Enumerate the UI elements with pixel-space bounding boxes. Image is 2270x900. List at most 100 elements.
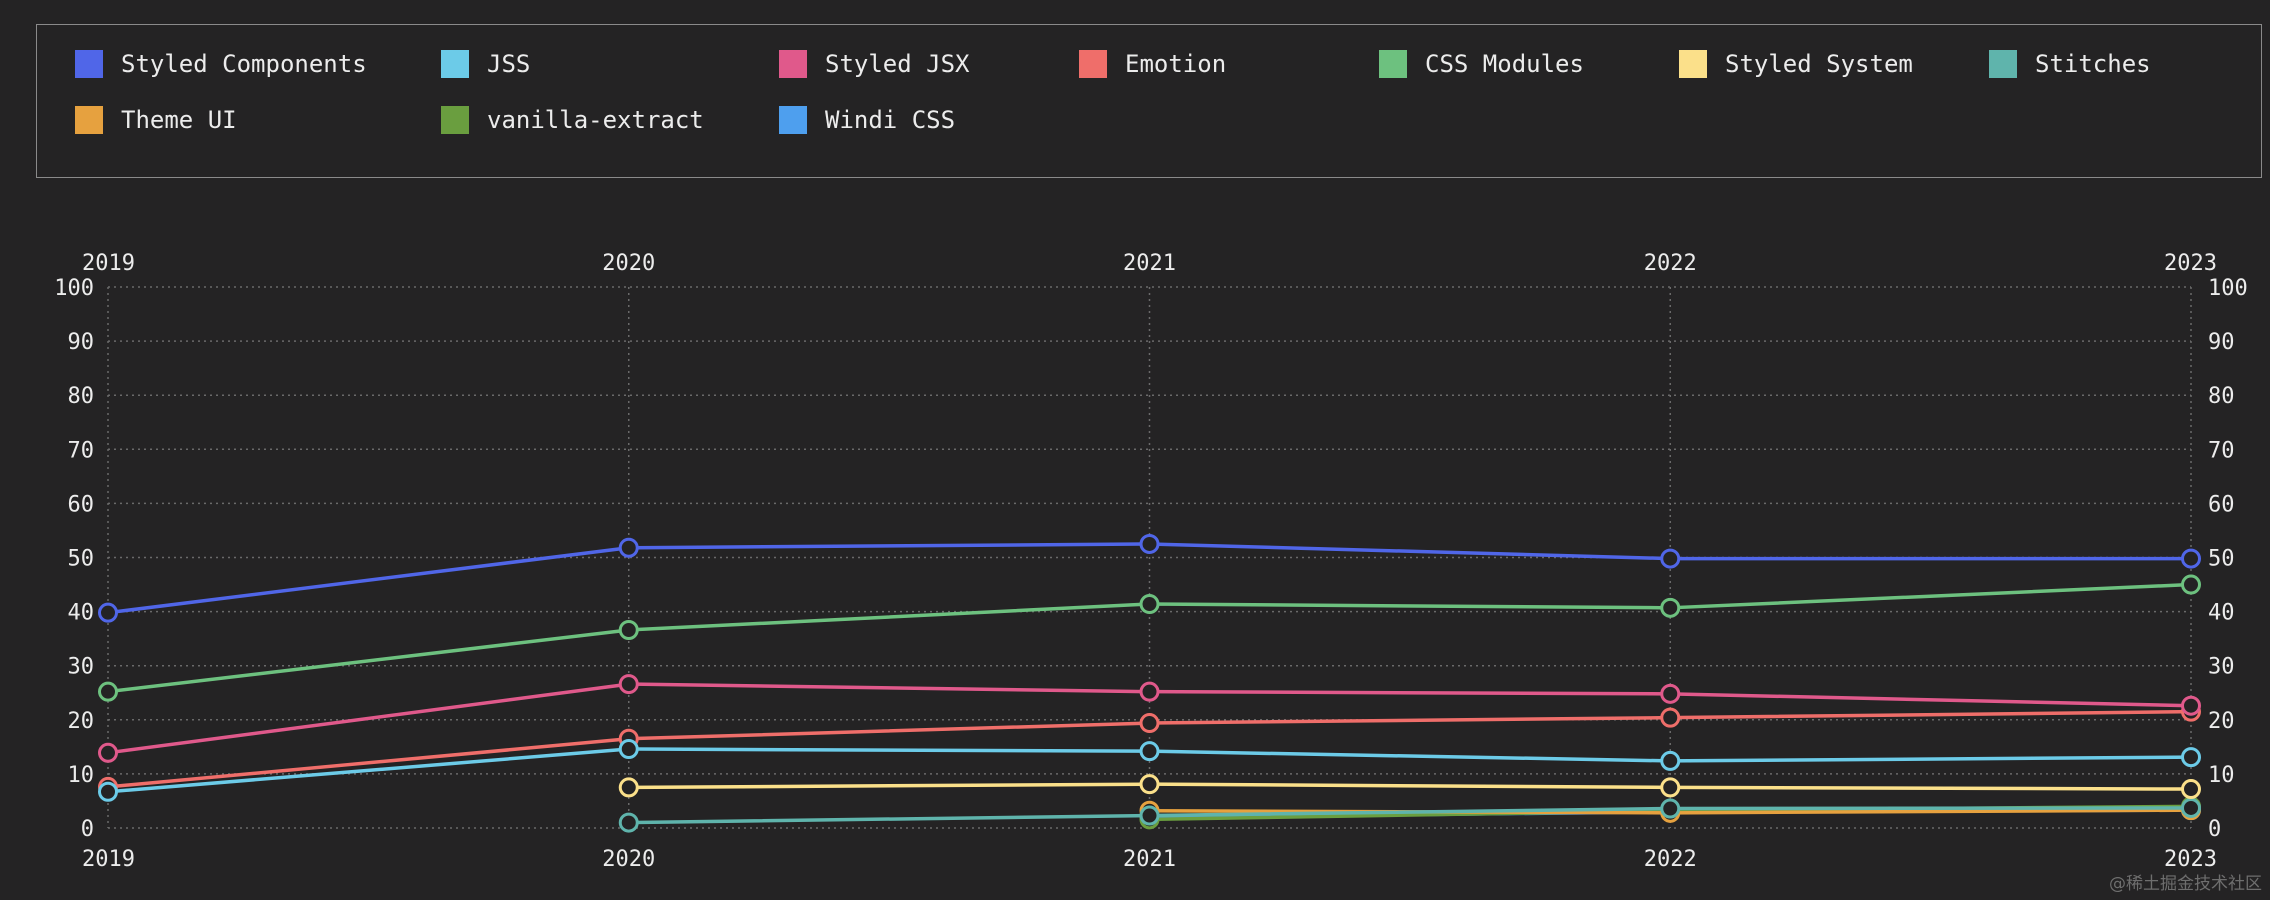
series-line-styled-system bbox=[627, 782, 2193, 791]
data-point-stitches bbox=[2181, 797, 2201, 818]
legend-label: Styled System bbox=[1725, 50, 1913, 78]
data-point-styled-components bbox=[1139, 533, 1160, 554]
legend-swatch bbox=[1079, 50, 1107, 78]
y-tick-label-left: 30 bbox=[68, 655, 95, 680]
y-tick-label-left: 10 bbox=[68, 763, 95, 788]
y-tick-label-right: 50 bbox=[2208, 547, 2235, 572]
legend-swatch bbox=[779, 50, 807, 78]
x-tick-label-bottom: 2019 bbox=[82, 847, 135, 872]
legend-label: Styled JSX bbox=[825, 50, 970, 78]
legend-item-styled-jsx[interactable]: Styled JSX bbox=[779, 49, 970, 79]
x-tick-label-bottom: 2022 bbox=[1644, 847, 1697, 872]
data-point-styled-components bbox=[98, 602, 118, 623]
y-tick-label-left: 20 bbox=[68, 709, 95, 734]
legend-label: JSS bbox=[487, 50, 531, 78]
legend-swatch bbox=[75, 106, 103, 134]
series-jss bbox=[98, 739, 2201, 802]
data-point-jss bbox=[2181, 747, 2201, 768]
legend-swatch bbox=[1989, 50, 2017, 78]
legend-label: Stitches bbox=[2035, 50, 2151, 78]
y-tick-label-left: 80 bbox=[68, 384, 95, 409]
x-tick-label-top: 2021 bbox=[1123, 251, 1176, 276]
y-tick-label-left: 0 bbox=[81, 817, 94, 842]
legend-swatch bbox=[1679, 50, 1707, 78]
legend-item-css-modules[interactable]: CSS Modules bbox=[1379, 49, 1584, 79]
data-point-styled-jsx bbox=[1139, 681, 1160, 702]
y-tick-label-right: 10 bbox=[2208, 763, 2235, 788]
legend: Styled Components JSS Styled JSX Emotion… bbox=[36, 24, 2262, 178]
legend-swatch bbox=[75, 50, 103, 78]
legend-swatch bbox=[441, 106, 469, 134]
legend-swatch bbox=[441, 50, 469, 78]
y-tick-label-right: 0 bbox=[2208, 817, 2221, 842]
legend-label: Theme UI bbox=[121, 106, 237, 134]
data-point-jss bbox=[1139, 741, 1160, 762]
y-tick-label-right: 30 bbox=[2208, 655, 2235, 680]
data-point-styled-components bbox=[1660, 548, 1681, 569]
data-point-styled-jsx bbox=[618, 674, 639, 695]
legend-item-vanilla-extract[interactable]: vanilla-extract bbox=[441, 105, 704, 135]
y-tick-label-left: 40 bbox=[68, 601, 95, 626]
data-point-styled-system bbox=[1139, 774, 1160, 795]
y-tick-label-left: 100 bbox=[54, 276, 94, 301]
y-tick-label-right: 100 bbox=[2208, 276, 2248, 301]
data-point-styled-components bbox=[618, 537, 639, 558]
y-tick-label-right: 60 bbox=[2208, 492, 2235, 517]
y-tick-label-right: 40 bbox=[2208, 601, 2235, 626]
y-tick-label-right: 20 bbox=[2208, 709, 2235, 734]
data-point-css-modules bbox=[618, 619, 639, 640]
data-point-styled-jsx bbox=[1660, 683, 1681, 704]
legend-label: Windi CSS bbox=[825, 106, 956, 134]
y-tick-label-left: 70 bbox=[68, 438, 95, 463]
x-tick-label-bottom: 2023 bbox=[2164, 847, 2217, 872]
data-point-css-modules bbox=[98, 681, 118, 702]
legend-item-emotion[interactable]: Emotion bbox=[1079, 49, 1226, 79]
y-tick-label-right: 80 bbox=[2208, 384, 2235, 409]
legend-label: vanilla-extract bbox=[487, 106, 704, 134]
legend-item-windi-css[interactable]: Windi CSS bbox=[779, 105, 955, 135]
x-tick-label-bottom: 2021 bbox=[1123, 847, 1176, 872]
legend-item-theme-ui[interactable]: Theme UI bbox=[75, 105, 237, 135]
data-point-styled-jsx bbox=[98, 742, 118, 763]
data-point-styled-system bbox=[618, 777, 639, 798]
data-point-emotion bbox=[1139, 713, 1160, 734]
data-point-styled-system bbox=[1660, 777, 1681, 798]
data-point-css-modules bbox=[2181, 574, 2201, 595]
legend-swatch bbox=[779, 106, 807, 134]
series-line-stitches bbox=[627, 806, 2193, 825]
legend-label: Emotion bbox=[1125, 50, 1227, 78]
legend-item-styled-system[interactable]: Styled System bbox=[1679, 49, 1913, 79]
data-point-styled-system bbox=[2181, 779, 2201, 800]
series-css-modules bbox=[98, 574, 2201, 702]
x-tick-label-top: 2020 bbox=[602, 251, 655, 276]
series-stitches bbox=[618, 797, 2201, 833]
x-tick-label-top: 2019 bbox=[82, 251, 135, 276]
data-point-css-modules bbox=[1660, 597, 1681, 618]
data-point-jss bbox=[618, 739, 639, 760]
series-styled-system bbox=[618, 774, 2201, 800]
series-styled-jsx bbox=[98, 674, 2201, 763]
data-point-jss bbox=[1660, 750, 1681, 771]
x-tick-label-top: 2023 bbox=[2164, 251, 2217, 276]
data-point-css-modules bbox=[1139, 594, 1160, 615]
watermark: @稀土掘金技术社区 bbox=[2109, 874, 2262, 894]
y-tick-label-left: 90 bbox=[68, 330, 95, 355]
legend-label: CSS Modules bbox=[1425, 50, 1584, 78]
data-point-emotion bbox=[1660, 707, 1681, 728]
legend-item-jss[interactable]: JSS bbox=[441, 49, 530, 79]
y-tick-label-left: 50 bbox=[68, 547, 95, 572]
data-point-stitches bbox=[1660, 798, 1681, 819]
data-point-styled-jsx bbox=[2181, 695, 2201, 716]
legend-item-stitches[interactable]: Stitches bbox=[1989, 49, 2151, 79]
y-tick-label-right: 70 bbox=[2208, 438, 2235, 463]
legend-item-styled-components[interactable]: Styled Components bbox=[75, 49, 367, 79]
legend-label: Styled Components bbox=[121, 50, 367, 78]
data-point-jss bbox=[98, 781, 118, 802]
y-tick-label-right: 90 bbox=[2208, 330, 2235, 355]
series-lines bbox=[98, 533, 2201, 833]
series-styled-components bbox=[98, 533, 2201, 623]
x-tick-label-top: 2022 bbox=[1644, 251, 1697, 276]
x-tick-label-bottom: 2020 bbox=[602, 847, 655, 872]
